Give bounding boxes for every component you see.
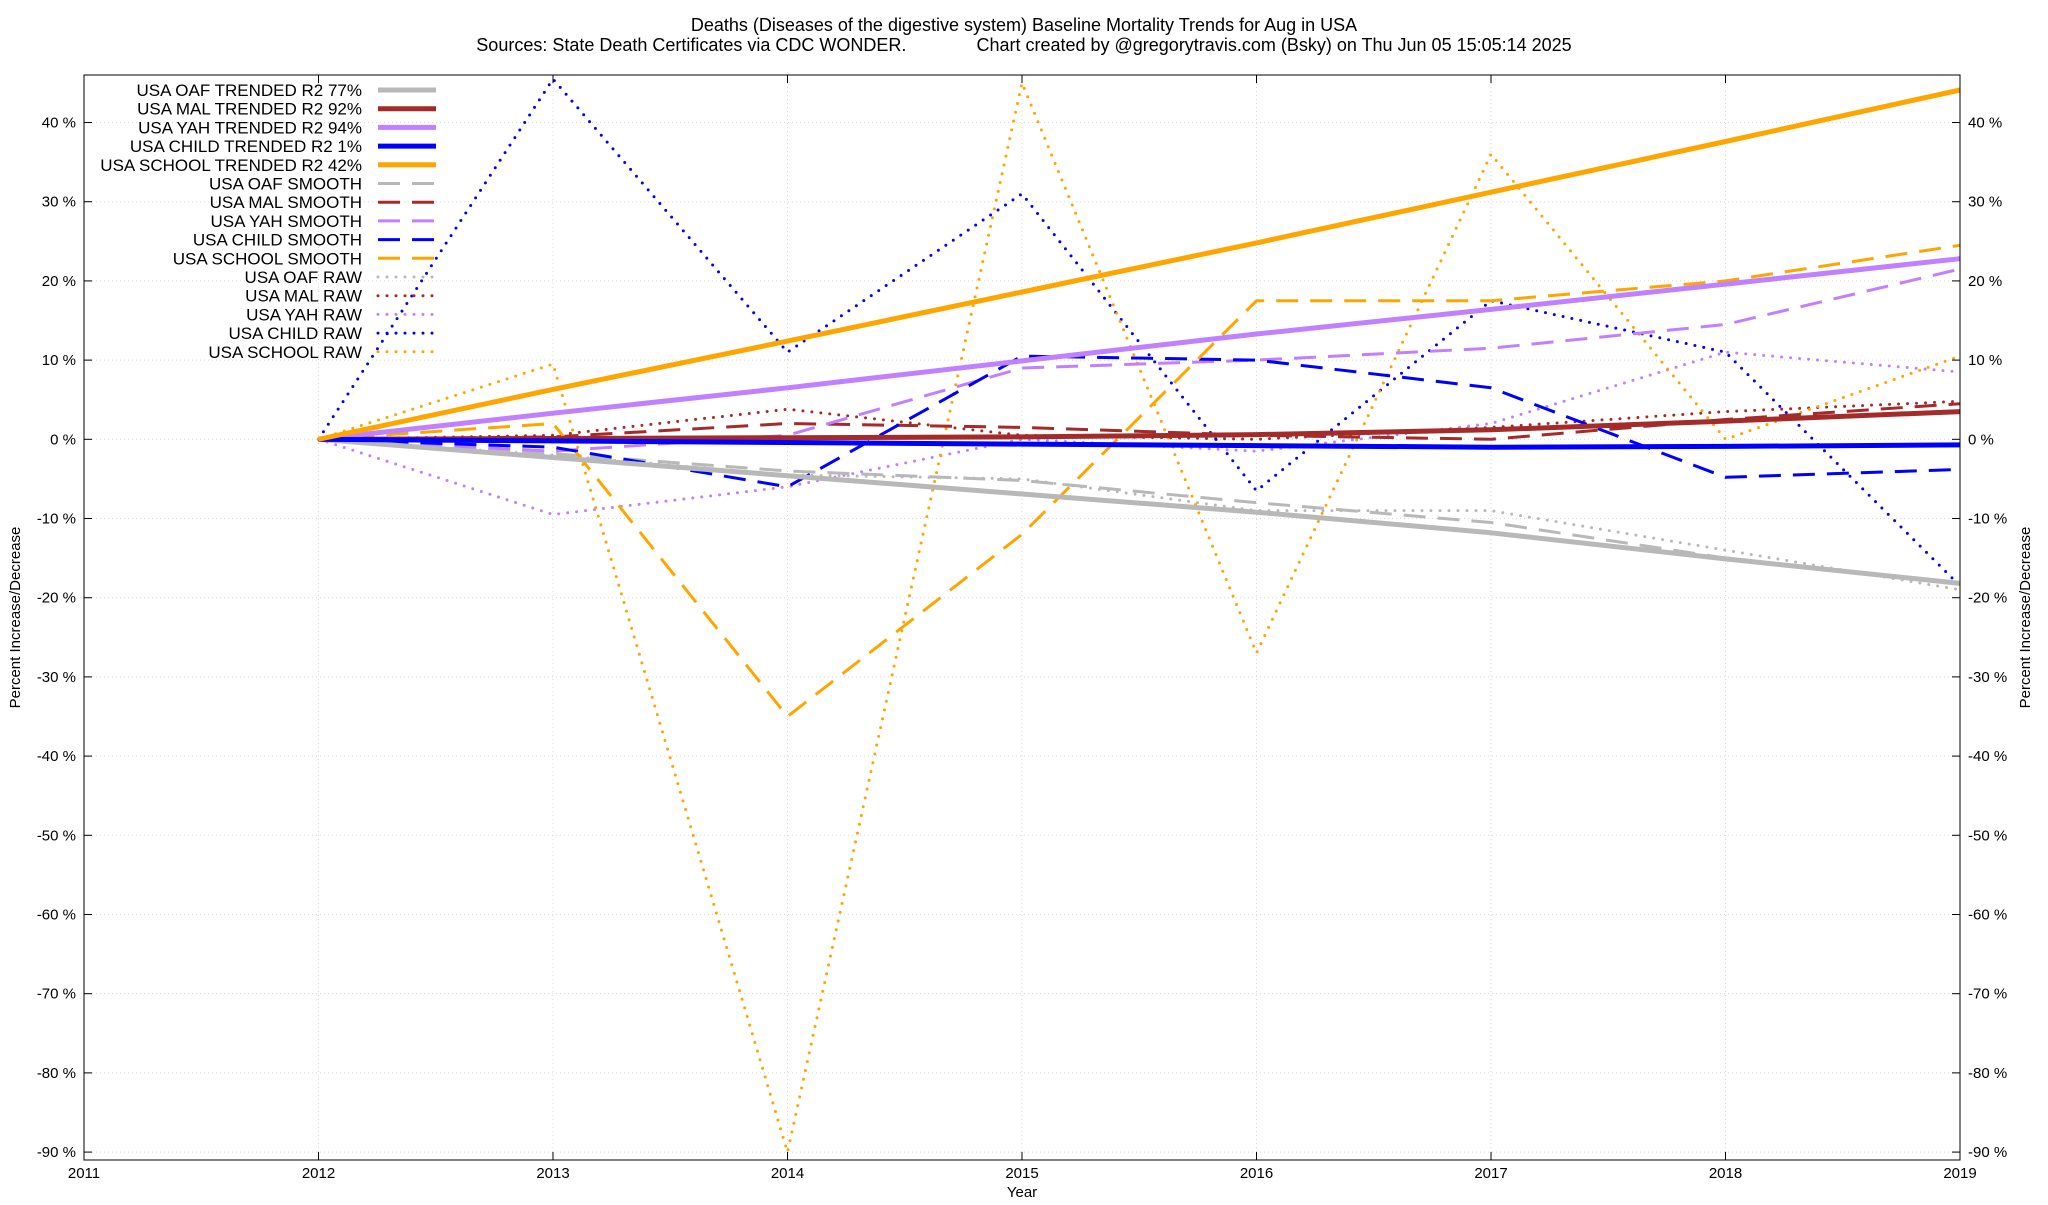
y2-tick-label: -50 % — [1968, 827, 2007, 844]
legend-label: USA OAF RAW — [245, 268, 362, 287]
y2-tick-label: 30 % — [1968, 194, 2002, 211]
legend-label: USA OAF SMOOTH — [209, 175, 362, 194]
chart-title: Deaths (Diseases of the digestive system… — [691, 15, 1357, 35]
series-line-usa-yah-smooth — [318, 267, 1961, 453]
y-axis-label: Percent Increase/Decrease — [7, 527, 24, 709]
series-line-usa-child-smooth — [318, 354, 1961, 489]
series-line-usa-child-trended-r2-1 — [318, 436, 1961, 450]
series-line-usa-mal-trended-r2-92 — [318, 409, 1961, 442]
x-tick-label: 2015 — [1005, 1165, 1038, 1182]
series-line-usa-school-smooth — [318, 243, 1961, 718]
legend-label: USA CHILD TRENDED R2 1% — [130, 137, 362, 156]
x-axis-label: Year — [1007, 1184, 1037, 1200]
y2-tick-label: 10 % — [1968, 352, 2002, 369]
axis-ticks: 2011 2012 2013 2014 2015 2016 2017 2018 2019 40 %… — [37, 75, 2007, 1182]
y2-tick-label: -80 % — [1968, 1065, 2007, 1082]
series-line-usa-child-raw — [317, 77, 1962, 588]
y2-tick-label: -30 % — [1968, 669, 2007, 686]
chart-subtitle: Sources: State Death Certificates via CD… — [476, 35, 1571, 55]
y2-tick-label: -60 % — [1968, 906, 2007, 923]
x-tick-label: 2019 — [1943, 1165, 1976, 1182]
y-tick-label: -80 % — [37, 1065, 76, 1082]
legend: USA OAF TRENDED R2 77%USA MAL TRENDED R2… — [100, 81, 438, 362]
series-line-usa-yah-trended-r2-94 — [318, 256, 1961, 442]
y2-tick-label: -90 % — [1968, 1144, 2007, 1161]
y-tick-label: -10 % — [37, 511, 76, 528]
legend-label: USA OAF TRENDED R2 77% — [137, 81, 362, 100]
x-tick-label: 2011 — [68, 1165, 100, 1182]
series-line-usa-school-trended-r2-42 — [317, 87, 1961, 442]
grid — [84, 75, 1960, 1160]
y-tick-label: -40 % — [37, 748, 76, 765]
y2-tick-label: -10 % — [1968, 511, 2007, 528]
legend-label: USA CHILD RAW — [228, 324, 362, 343]
x-tick-label: 2016 — [1240, 1165, 1273, 1182]
y-tick-label: 20 % — [42, 273, 76, 290]
y2-axis-label: Percent Increase/Decrease — [2017, 527, 2034, 709]
x-tick-label: 2012 — [302, 1165, 335, 1182]
y-tick-label: -20 % — [37, 590, 76, 607]
legend-label: USA YAH RAW — [246, 305, 362, 324]
series-line-usa-school-raw — [317, 81, 1962, 1154]
legend-label: USA MAL RAW — [245, 287, 362, 306]
x-tick-label: 2018 — [1709, 1165, 1742, 1182]
legend-label: USA SCHOOL SMOOTH — [173, 249, 362, 268]
legend-label: USA YAH TRENDED R2 94% — [138, 118, 362, 137]
legend-label: USA MAL TRENDED R2 92% — [137, 100, 362, 119]
x-tick-label: 2014 — [771, 1165, 804, 1182]
y2-tick-label: 40 % — [1968, 115, 2002, 132]
y2-tick-label: -70 % — [1968, 986, 2007, 1003]
plot-frame — [83, 74, 1961, 1161]
series-lines — [317, 77, 1962, 1154]
legend-label: USA CHILD SMOOTH — [193, 231, 362, 250]
legend-label: USA SCHOOL TRENDED R2 42% — [100, 156, 362, 175]
y-tick-label: 0 % — [50, 431, 76, 448]
y-tick-label: -30 % — [37, 669, 76, 686]
y-tick-label: 40 % — [42, 115, 76, 132]
x-tick-label: 2017 — [1474, 1165, 1507, 1182]
y2-tick-label: 0 % — [1968, 431, 1994, 448]
legend-label: USA SCHOOL RAW — [208, 343, 362, 362]
y2-tick-label: 20 % — [1968, 273, 2002, 290]
y2-tick-label: -20 % — [1968, 590, 2007, 607]
y-tick-label: -90 % — [37, 1144, 76, 1161]
x-tick-label: 2013 — [536, 1165, 569, 1182]
y-tick-label: -60 % — [37, 906, 76, 923]
legend-label: USA YAH SMOOTH — [211, 212, 362, 231]
y-tick-label: 10 % — [42, 352, 76, 369]
y-tick-label: -50 % — [37, 827, 76, 844]
y-tick-label: -70 % — [37, 986, 76, 1003]
series-line-usa-oaf-trended-r2-77 — [318, 436, 1961, 586]
series-line-usa-oaf-raw — [317, 437, 1962, 592]
y-tick-label: 30 % — [42, 194, 76, 211]
legend-label: USA MAL SMOOTH — [210, 193, 362, 212]
y2-tick-label: -40 % — [1968, 748, 2007, 765]
